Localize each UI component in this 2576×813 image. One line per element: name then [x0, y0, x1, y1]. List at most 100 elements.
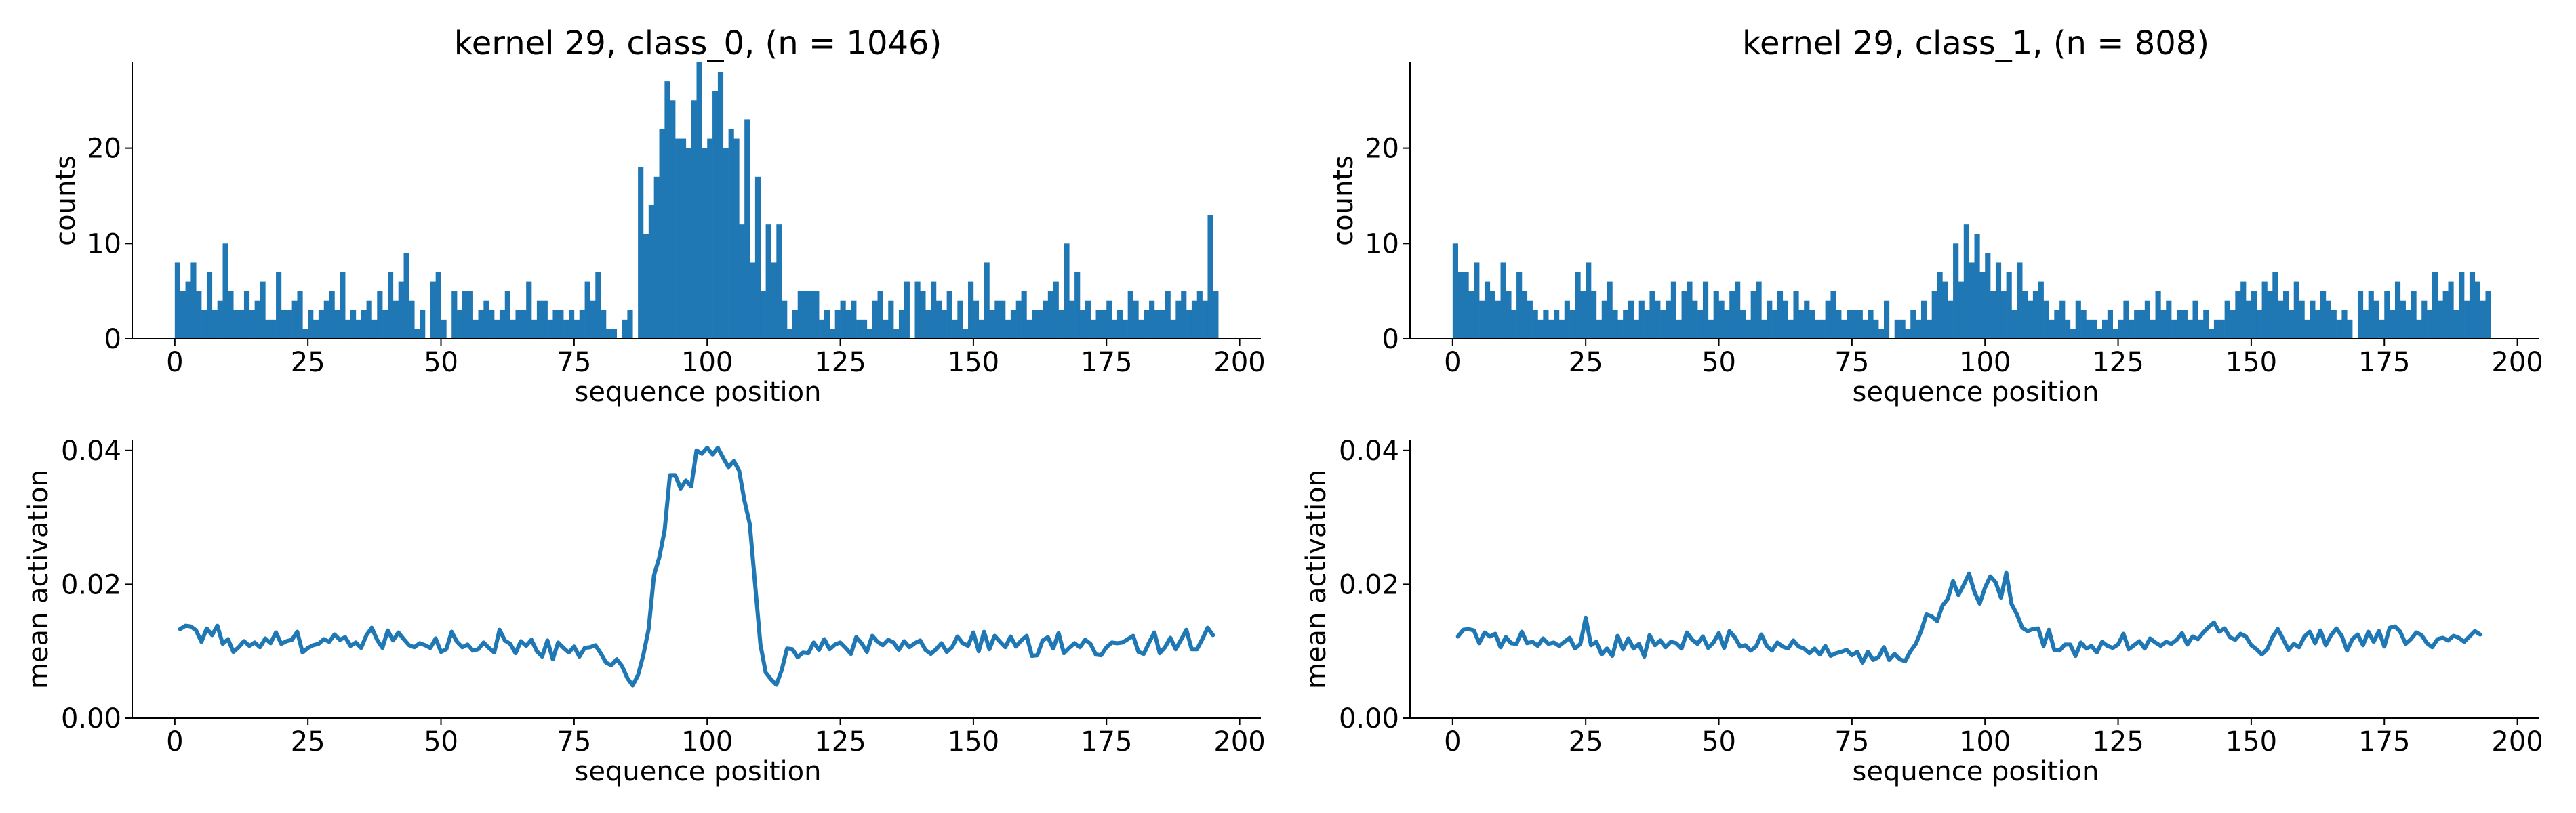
bar: [2299, 300, 2305, 339]
x-tick-label: 25: [1569, 347, 1603, 378]
x-axis-label: sequence position: [575, 756, 822, 787]
bar: [1841, 319, 1847, 339]
bar: [2405, 310, 2411, 339]
bar: [2267, 291, 2273, 339]
bar: [499, 310, 506, 339]
bar: [2283, 291, 2289, 339]
y-axis-label: mean activation: [1301, 470, 1332, 689]
bar: [590, 300, 596, 339]
bar: [1511, 310, 1517, 339]
x-tick-label: 25: [291, 726, 325, 757]
bar: [2059, 300, 2066, 339]
x-tick-label: 175: [1081, 726, 1132, 757]
bar: [1112, 319, 1118, 339]
bar: [1916, 319, 1922, 339]
bar: [1985, 253, 1991, 339]
bar: [1043, 300, 1049, 339]
bar: [1687, 281, 1693, 339]
bar: [702, 148, 708, 339]
bar: [2453, 310, 2459, 339]
bar: [675, 138, 681, 339]
bar: [2320, 291, 2327, 339]
bar: [489, 310, 495, 339]
bar: [680, 138, 687, 339]
bar: [185, 281, 191, 339]
bar: [920, 291, 926, 339]
bar: [829, 329, 835, 339]
bar: [1793, 291, 1799, 339]
bar: [350, 310, 357, 339]
bar: [1873, 319, 1879, 339]
bar: [1660, 310, 1666, 339]
bar: [2357, 291, 2364, 339]
bar: [414, 329, 420, 339]
bar: [824, 310, 830, 339]
y-tick-label: 0.04: [1339, 436, 1399, 467]
bar: [2246, 300, 2252, 339]
chart-title: kernel 29, class_1, (n = 808): [1742, 24, 2209, 62]
bar: [856, 319, 862, 339]
bar: [228, 291, 234, 339]
bar: [1697, 310, 1704, 339]
bar: [1862, 319, 1868, 339]
y-tick-label: 0: [104, 324, 121, 355]
bar: [1181, 291, 1187, 339]
y-tick-label: 0.02: [1339, 569, 1399, 600]
bar: [504, 291, 510, 339]
bar: [1484, 281, 1491, 339]
bar: [1878, 329, 1885, 339]
bar: [1681, 291, 1687, 339]
bar: [2421, 300, 2428, 339]
bar: [707, 138, 713, 339]
y-axis-label: counts: [1328, 155, 1359, 246]
bar: [1649, 291, 1655, 339]
bar: [2272, 272, 2278, 339]
bar: [1586, 262, 1592, 339]
bar: [685, 148, 691, 339]
bar: [1735, 281, 1741, 339]
bar: [1175, 300, 1182, 339]
bar: [813, 291, 820, 339]
bar: [2315, 310, 2321, 339]
y-tick-label: 0.00: [61, 703, 121, 734]
bar: [877, 291, 883, 339]
x-tick-label: 25: [1569, 726, 1603, 757]
bar: [760, 291, 766, 339]
bar: [627, 310, 633, 339]
bar: [776, 224, 782, 339]
bar: [174, 262, 180, 339]
bar: [2310, 300, 2316, 339]
x-tick-label: 125: [814, 347, 866, 378]
bar: [1655, 300, 1661, 339]
bar: [243, 291, 250, 339]
bar: [281, 310, 287, 339]
bar: [1069, 300, 1075, 339]
bar: [1005, 319, 1011, 339]
bar: [1191, 300, 1198, 339]
x-axis-label: sequence position: [575, 377, 822, 408]
bar: [2209, 329, 2215, 339]
bar: [2097, 329, 2103, 339]
bar: [1144, 310, 1150, 339]
chart-top-right: 0 25 50 75 100 125 150 175 200 0 10 20 sequence posi…: [1328, 24, 2543, 408]
bar: [1750, 291, 1756, 339]
bar: [1037, 310, 1043, 339]
bar: [750, 262, 756, 339]
bar: [2049, 319, 2055, 339]
bar: [308, 310, 314, 339]
bar: [2347, 319, 2353, 339]
bar: [904, 281, 910, 339]
bar: [1000, 300, 1006, 339]
bar: [754, 176, 761, 339]
bar: [957, 300, 963, 339]
bar: [180, 291, 186, 339]
bar: [2203, 310, 2209, 339]
bar: [1495, 300, 1501, 339]
bar: [478, 310, 484, 339]
bar: [1979, 272, 1986, 339]
bar: [1213, 291, 1219, 339]
bar: [808, 291, 814, 339]
bar: [1122, 319, 1128, 339]
bar: [254, 300, 260, 339]
bar: [2022, 291, 2028, 339]
